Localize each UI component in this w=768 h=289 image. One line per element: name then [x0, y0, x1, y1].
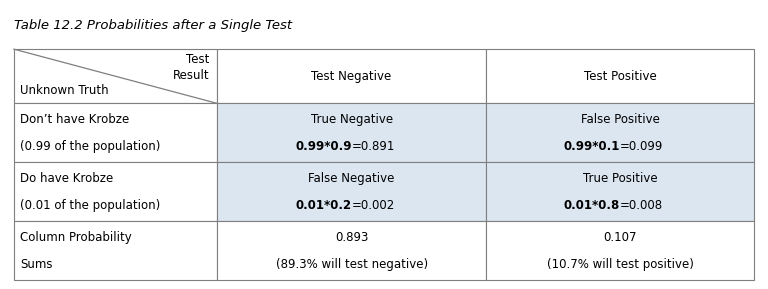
Text: Test Negative: Test Negative [312, 70, 392, 83]
Text: Test Positive: Test Positive [584, 70, 657, 83]
Text: =0.008: =0.008 [620, 199, 663, 212]
Bar [14, 221, 217, 280]
Text: Table 12.2 Probabilities after a Single Test: Table 12.2 Probabilities after a Single … [14, 19, 292, 32]
Bar [14, 103, 217, 162]
Text: Column Probability: Column Probability [20, 231, 132, 244]
Text: 0.107: 0.107 [603, 231, 637, 244]
Text: True Negative: True Negative [310, 113, 392, 126]
Text: Test
Result: Test Result [173, 53, 210, 82]
Text: 0.01*0.8: 0.01*0.8 [564, 199, 620, 212]
Text: =0.891: =0.891 [352, 140, 395, 153]
Text: False Negative: False Negative [309, 172, 395, 185]
Text: True Positive: True Positive [583, 172, 657, 185]
Bar [217, 103, 486, 162]
Text: (10.7% will test positive): (10.7% will test positive) [547, 258, 694, 271]
Text: =0.099: =0.099 [620, 140, 664, 153]
Text: Don’t have Krobze: Don’t have Krobze [20, 113, 129, 126]
Bar [217, 49, 486, 103]
Bar [217, 221, 486, 280]
Text: 0.99*0.1: 0.99*0.1 [564, 140, 620, 153]
Bar [217, 162, 486, 221]
Bar [486, 49, 754, 103]
Text: (0.99 of the population): (0.99 of the population) [20, 140, 161, 153]
Bar [486, 162, 754, 221]
Text: 0.99*0.9: 0.99*0.9 [295, 140, 352, 153]
Text: Unknown Truth: Unknown Truth [20, 84, 108, 97]
Bar [14, 49, 217, 103]
Bar [486, 103, 754, 162]
Bar [14, 162, 217, 221]
Text: (0.01 of the population): (0.01 of the population) [20, 199, 161, 212]
Text: 0.01*0.2: 0.01*0.2 [296, 199, 352, 212]
Text: =0.002: =0.002 [352, 199, 395, 212]
Text: 0.893: 0.893 [335, 231, 369, 244]
Bar [486, 221, 754, 280]
Text: (89.3% will test negative): (89.3% will test negative) [276, 258, 428, 271]
Text: False Positive: False Positive [581, 113, 660, 126]
Text: Sums: Sums [20, 258, 52, 271]
Text: Do have Krobze: Do have Krobze [20, 172, 113, 185]
